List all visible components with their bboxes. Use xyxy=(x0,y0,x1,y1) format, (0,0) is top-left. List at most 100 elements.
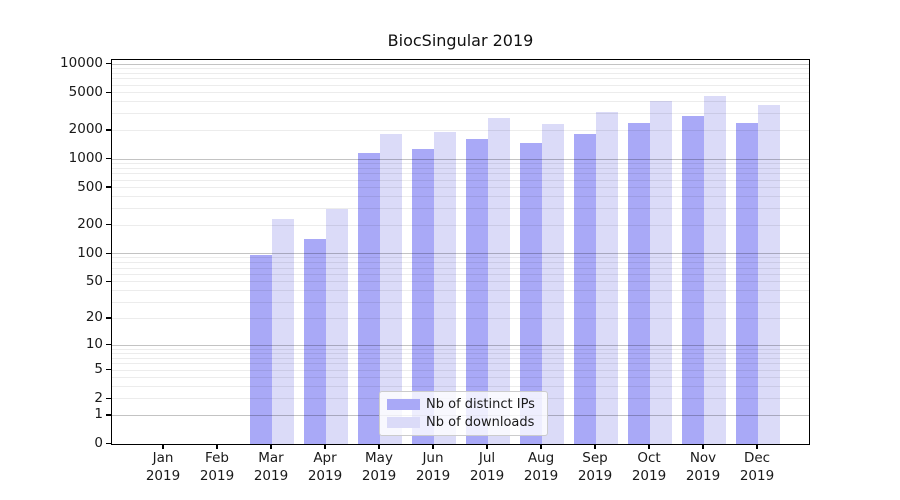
gridline-minor-800 xyxy=(112,167,809,169)
bars-layer xyxy=(112,60,809,444)
x-tick-month-mar: Mar xyxy=(258,450,284,466)
y-tick-label-100: 100 xyxy=(77,244,103,261)
gridline-minor-7000 xyxy=(112,78,809,80)
y-tick-label-500: 500 xyxy=(77,178,103,195)
x-tick-year-feb: 2019 xyxy=(199,467,235,484)
grid-layer xyxy=(112,60,809,444)
y-tick-200 xyxy=(106,224,111,226)
gridline-minor-90 xyxy=(112,257,809,259)
gridline-minor-3 xyxy=(112,386,809,388)
x-tick-label-may: May 2019 xyxy=(351,450,407,485)
x-tick-label-jan: Jan 2019 xyxy=(135,450,191,485)
gridline-minor-3000 xyxy=(112,113,809,115)
y-tick-10 xyxy=(106,344,111,346)
gridline-minor-600 xyxy=(112,179,809,181)
y-tick-2000 xyxy=(106,129,111,131)
x-tick-label-aug: Aug 2019 xyxy=(513,450,569,485)
bar-downloads-nov xyxy=(704,96,726,444)
y-tick-label-2: 2 xyxy=(94,389,103,406)
x-tick-month-jun: Jun xyxy=(422,450,444,466)
bar-distinct-ips-dec xyxy=(736,122,758,444)
gridline-minor-60 xyxy=(112,273,809,275)
legend-label-distinct-ips: Nb of distinct IPs xyxy=(426,396,535,412)
gridline-minor-5000 xyxy=(112,92,809,94)
gridline-minor-8 xyxy=(112,352,809,354)
x-tick-month-aug: Aug xyxy=(527,450,555,466)
x-tick-aug xyxy=(540,444,542,449)
x-tick-year-may: 2019 xyxy=(361,467,397,484)
gridline-minor-500 xyxy=(112,187,809,188)
y-tick-500 xyxy=(106,186,111,188)
bar-distinct-ips-apr xyxy=(304,239,326,444)
x-tick-month-jan: Jan xyxy=(152,450,174,466)
x-tick-apr xyxy=(324,444,326,449)
x-tick-may xyxy=(378,444,380,449)
x-tick-year-apr: 2019 xyxy=(307,467,343,484)
gridline-minor-4 xyxy=(112,377,809,379)
x-tick-label-mar: Mar 2019 xyxy=(243,450,299,485)
bar-distinct-ips-may xyxy=(358,153,380,444)
gridline-major-10000 xyxy=(112,63,809,65)
legend-item-distinct-ips: Nb of distinct IPs xyxy=(387,396,540,413)
bar-distinct-ips-oct xyxy=(628,122,650,444)
bar-downloads-aug xyxy=(542,123,564,444)
gridline-minor-2000 xyxy=(112,129,809,131)
x-tick-year-sep: 2019 xyxy=(577,467,613,484)
gridline-minor-9000 xyxy=(112,67,809,69)
gridline-minor-40 xyxy=(112,290,809,292)
legend-swatch-downloads xyxy=(387,417,420,429)
y-tick-1 xyxy=(106,414,111,416)
x-tick-year-mar: 2019 xyxy=(253,467,289,484)
chart-title: BiocSingular 2019 xyxy=(387,31,534,50)
bar-distinct-ips-aug xyxy=(520,142,542,444)
x-tick-jan xyxy=(162,444,164,449)
y-tick-label-5000: 5000 xyxy=(68,83,103,100)
x-tick-oct xyxy=(648,444,650,449)
x-tick-jun xyxy=(432,444,434,449)
y-tick-label-200: 200 xyxy=(77,216,103,233)
bar-downloads-may xyxy=(380,134,402,444)
y-tick-label-1000: 1000 xyxy=(68,150,103,166)
gridline-major-10 xyxy=(112,344,809,346)
gridline-minor-30 xyxy=(112,301,809,303)
x-tick-month-dec: Dec xyxy=(743,450,771,466)
x-tick-label-nov: Nov 2019 xyxy=(675,450,731,485)
x-tick-year-oct: 2019 xyxy=(631,467,667,484)
legend: Nb of distinct IPs Nb of downloads xyxy=(379,391,548,436)
gridline-minor-700 xyxy=(112,173,809,175)
bar-downloads-oct xyxy=(650,100,672,444)
bar-distinct-ips-nov xyxy=(682,116,704,444)
gridline-minor-900 xyxy=(112,162,809,164)
x-tick-label-sep: Sep 2019 xyxy=(567,450,623,485)
y-tick-5000 xyxy=(106,91,111,93)
legend-swatch-distinct-ips xyxy=(387,398,420,410)
x-tick-jul xyxy=(486,444,488,449)
bar-downloads-jul xyxy=(488,117,510,444)
gridline-minor-7 xyxy=(112,357,809,359)
x-tick-nov xyxy=(702,444,704,449)
y-tick-label-0: 0 xyxy=(94,435,103,451)
x-tick-label-oct: Oct 2019 xyxy=(621,450,677,485)
x-tick-month-nov: Nov xyxy=(689,450,717,466)
gridline-major-100 xyxy=(112,253,809,255)
x-tick-mar xyxy=(270,444,272,449)
x-tick-year-nov: 2019 xyxy=(685,467,721,484)
bar-downloads-jun xyxy=(434,132,456,444)
x-tick-year-dec: 2019 xyxy=(739,467,775,484)
bar-distinct-ips-jun xyxy=(412,149,434,444)
x-tick-sep xyxy=(594,444,596,449)
gridline-minor-200 xyxy=(112,224,809,226)
gridline-minor-5 xyxy=(112,369,809,371)
legend-item-downloads: Nb of downloads xyxy=(387,415,540,432)
x-tick-month-may: May xyxy=(365,450,393,466)
y-tick-50 xyxy=(106,280,111,282)
y-tick-label-2000: 2000 xyxy=(68,121,103,138)
x-tick-month-feb: Feb xyxy=(205,450,229,466)
gridline-minor-80 xyxy=(112,262,809,264)
gridline-minor-70 xyxy=(112,267,809,269)
x-tick-year-aug: 2019 xyxy=(523,467,559,484)
x-tick-year-jan: 2019 xyxy=(145,467,181,484)
gridline-minor-300 xyxy=(112,208,809,209)
y-tick-label-50: 50 xyxy=(85,272,103,289)
